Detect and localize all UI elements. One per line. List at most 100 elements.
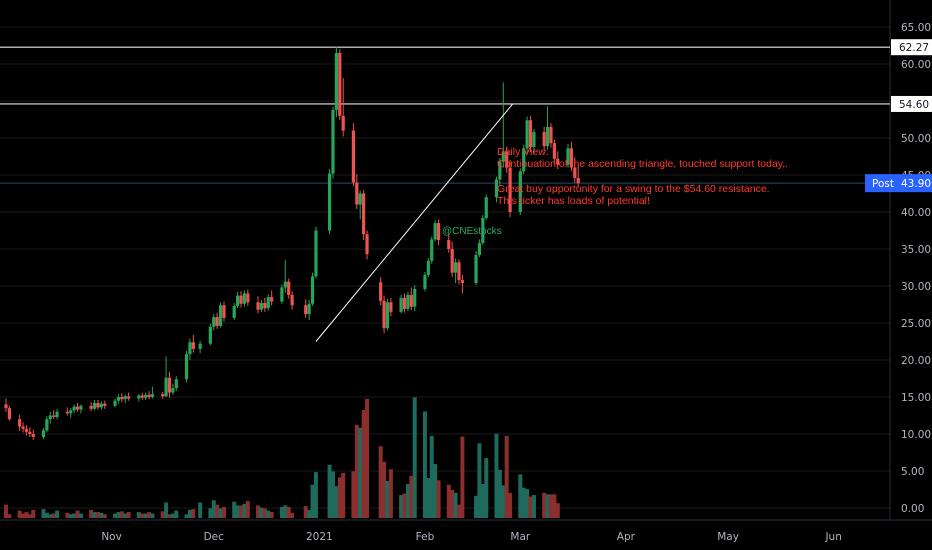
volume-bar: [187, 509, 192, 518]
volume-bar: [552, 494, 557, 518]
candle-body: [430, 239, 434, 261]
volume-bar: [239, 505, 244, 518]
volume-bar: [429, 435, 434, 518]
candle-body: [120, 397, 124, 400]
price-tick-label: 5.00: [901, 466, 924, 478]
volume-bar: [136, 512, 141, 518]
candle-body: [263, 303, 267, 309]
candle-body: [116, 397, 120, 401]
candle-body: [150, 394, 155, 397]
candle-body: [409, 294, 413, 307]
candle-body: [31, 434, 35, 437]
volume-bar: [508, 492, 513, 518]
candle-body: [164, 377, 168, 397]
candle-body: [355, 182, 359, 205]
candle-body: [518, 171, 522, 212]
candle-body: [447, 240, 451, 249]
candle-body: [232, 305, 236, 318]
volume-bar: [330, 471, 335, 518]
volume-bar: [126, 512, 131, 518]
volume-bar: [290, 512, 295, 518]
volume-bar: [31, 509, 36, 518]
candle-body: [147, 394, 151, 397]
candle-body: [426, 260, 430, 275]
candle-body: [113, 400, 117, 406]
volume-bar: [283, 505, 288, 518]
volume-bar: [116, 512, 121, 518]
candle-body: [532, 132, 536, 147]
annotation-line-4: This ticker has loads of potential!: [497, 195, 650, 207]
volume-bar: [208, 508, 213, 518]
candle-body: [18, 419, 22, 427]
volume-bar: [164, 502, 169, 518]
candle-body: [41, 430, 46, 437]
volume-bar: [68, 514, 73, 518]
volume-bar: [433, 463, 438, 518]
volume-bar: [555, 503, 560, 518]
candle-body: [198, 343, 202, 349]
volume-bar: [242, 503, 247, 518]
time-tick-label: Apr: [617, 531, 636, 543]
candle-body: [75, 406, 80, 410]
volume-bar: [521, 487, 526, 518]
volume-bar: [518, 474, 523, 518]
volume-bar: [21, 513, 26, 518]
candle-body: [89, 405, 93, 409]
volume-bar: [358, 427, 363, 518]
time-tick-label: Nov: [101, 531, 122, 543]
candle-body: [24, 428, 29, 432]
candle-body: [239, 295, 243, 304]
price-tick-label: 65.00: [901, 22, 931, 34]
volume-bar: [446, 484, 451, 518]
volume-bar: [218, 508, 223, 518]
candle-body: [310, 276, 315, 304]
volume-bar: [44, 512, 49, 518]
price-tick-label: 10.00: [901, 429, 931, 441]
volume-bar: [269, 512, 274, 518]
candle-body: [28, 431, 32, 434]
candle-body: [72, 406, 76, 411]
annotation-line-3: Great buy opportunity for a swing to the…: [497, 183, 770, 195]
volume-bar: [484, 458, 489, 518]
volume-bar: [422, 411, 427, 518]
candle-body: [99, 403, 103, 408]
price-tick-label: 20.00: [901, 355, 931, 367]
candle-body: [477, 243, 482, 255]
candle-body: [7, 408, 12, 420]
candle-body: [528, 120, 533, 147]
candle-body: [246, 293, 250, 303]
volume-bar: [409, 475, 414, 518]
volume-bar: [382, 461, 387, 518]
volume-bar: [545, 494, 550, 518]
volume-bar: [160, 511, 165, 518]
volume-bar: [262, 508, 267, 518]
volume-bar: [450, 489, 455, 518]
session-badge-label: Post: [872, 178, 894, 190]
volume-bar: [245, 500, 250, 518]
volume-bar: [402, 493, 407, 518]
volume-bar: [525, 489, 530, 518]
candle-body: [522, 148, 526, 172]
volume-bar: [112, 513, 117, 518]
volume-bar: [460, 436, 465, 518]
price-tick-label: 40.00: [901, 207, 931, 219]
candle-body: [566, 148, 570, 165]
candle-body: [382, 300, 386, 329]
candle-body: [573, 167, 577, 178]
price-tick-label: 25.00: [901, 318, 931, 330]
time-tick-label: Jun: [824, 531, 841, 543]
time-tick-label: Mar: [510, 531, 530, 543]
candle-body: [307, 303, 311, 315]
price-tick-label: 35.00: [901, 244, 931, 256]
volume-bar: [307, 509, 312, 518]
level-badge-label: 54.60: [899, 99, 929, 111]
candle-body: [576, 177, 580, 184]
volume-bar: [55, 510, 60, 518]
candle-body: [569, 148, 573, 168]
candle-body: [450, 249, 454, 273]
candle-body: [327, 173, 332, 231]
candle-body: [218, 305, 223, 326]
candle-body: [256, 302, 260, 310]
volume-bar: [531, 495, 536, 518]
